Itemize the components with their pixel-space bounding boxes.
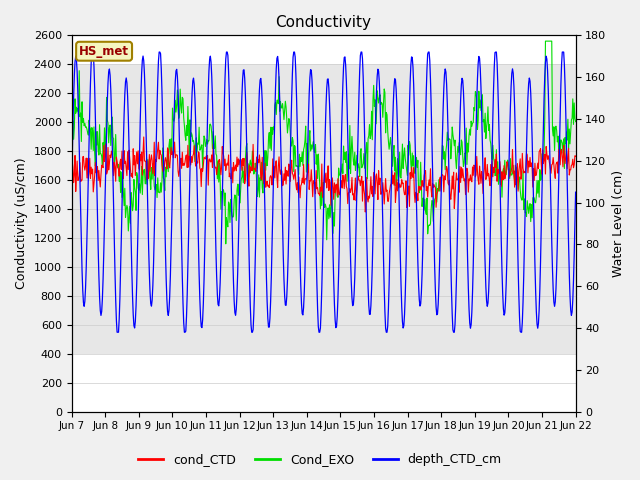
cond_CTD: [572, 153, 579, 159]
Y-axis label: Water Level (cm): Water Level (cm): [612, 170, 625, 277]
Line: depth_CTD_cm: depth_CTD_cm: [72, 52, 575, 332]
Text: HS_met: HS_met: [79, 45, 129, 58]
Line: cond_CTD: cond_CTD: [72, 137, 575, 212]
Cond_EXO: [400, 153, 408, 159]
Cond_EXO: [385, 146, 393, 152]
cond_CTD: [362, 209, 369, 215]
cond_CTD: [386, 187, 394, 192]
depth_CTD_cm: [401, 312, 408, 317]
Cond_EXO: [129, 208, 136, 214]
depth_CTD_cm: [77, 211, 84, 216]
depth_CTD_cm: [386, 252, 394, 257]
depth_CTD_cm: [68, 189, 76, 195]
Cond_EXO: [541, 38, 549, 44]
Cond_EXO: [77, 110, 84, 116]
depth_CTD_cm: [88, 49, 96, 55]
Cond_EXO: [207, 121, 214, 127]
cond_CTD: [77, 179, 84, 184]
cond_CTD: [140, 134, 148, 140]
cond_CTD: [68, 178, 76, 183]
depth_CTD_cm: [113, 329, 121, 335]
Cond_EXO: [180, 115, 188, 120]
Y-axis label: Conductivity (uS/cm): Conductivity (uS/cm): [15, 158, 28, 289]
depth_CTD_cm: [572, 189, 579, 195]
Line: Cond_EXO: Cond_EXO: [72, 41, 575, 244]
depth_CTD_cm: [208, 73, 216, 79]
depth_CTD_cm: [181, 329, 189, 335]
Bar: [72, 64, 575, 354]
Cond_EXO: [68, 124, 76, 130]
Legend: cond_CTD, Cond_EXO, depth_CTD_cm: cond_CTD, Cond_EXO, depth_CTD_cm: [133, 448, 507, 471]
cond_CTD: [207, 159, 215, 165]
cond_CTD: [180, 162, 188, 168]
Cond_EXO: [222, 241, 230, 247]
cond_CTD: [129, 175, 136, 180]
Title: Conductivity: Conductivity: [276, 15, 372, 30]
cond_CTD: [401, 192, 408, 198]
depth_CTD_cm: [130, 323, 138, 328]
Cond_EXO: [572, 119, 579, 124]
